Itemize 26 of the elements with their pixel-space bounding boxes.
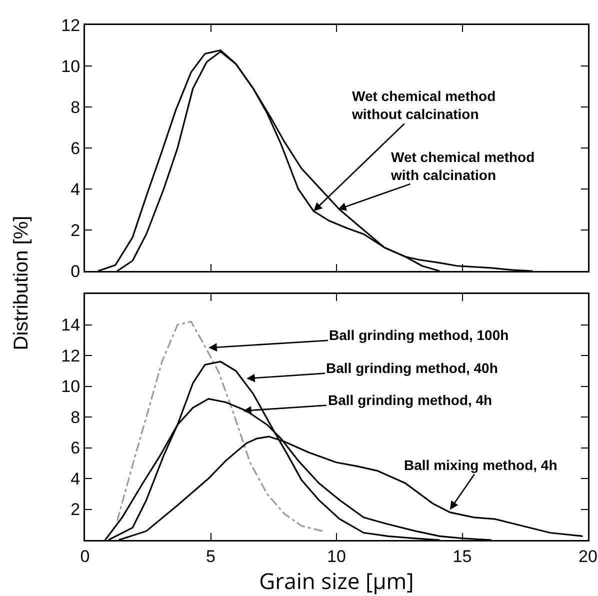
y-tick-label: 2 [70,220,80,240]
x-tick-label: 10 [327,546,346,566]
y-axis-title: Distribution [%] [10,216,34,350]
y-tick-label: 6 [70,438,80,458]
y-tick-label: 14 [61,316,80,335]
x-tick-label: 15 [452,546,472,566]
annotation: Wet chemical method with calcination [390,149,535,184]
annotation: Wet chemical method without calcination [351,88,496,122]
y-tick-label: 12 [61,346,80,366]
y-tick-label: 10 [61,377,80,396]
annotation: Ball grinding method, 100h [329,327,509,343]
annotation: Ball grinding method, 40h [326,360,498,376]
y-tick-label: 2 [70,500,80,520]
y-tick-label: 4 [70,469,80,488]
y-tick-label: 12 [61,16,80,35]
y-tick-label: 6 [70,138,80,158]
y-tick-label: 4 [70,180,80,199]
y-tick-label: 10 [61,56,80,76]
y-tick-label: 0 [70,262,80,281]
y-tick-label: 8 [70,408,80,427]
x-axis-title: Grain size [µm] [259,566,414,596]
y-tick-label: 8 [70,98,80,117]
x-tick-label: 20 [578,546,598,566]
annotation: Ball mixing method, 4h [404,457,558,473]
x-tick-label: 5 [206,546,216,566]
annotation: Ball grinding method, 4h [328,392,492,408]
